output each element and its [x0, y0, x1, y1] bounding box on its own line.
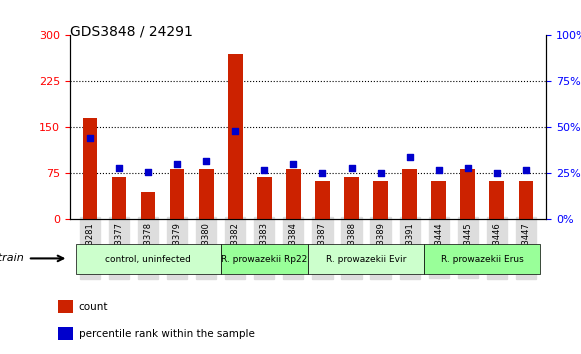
FancyBboxPatch shape: [308, 244, 424, 274]
FancyBboxPatch shape: [424, 244, 540, 274]
Bar: [344, 177, 359, 219]
Point: [289, 161, 298, 167]
Point: [376, 171, 385, 176]
Bar: [58, 327, 74, 340]
Point: [521, 167, 530, 173]
FancyBboxPatch shape: [76, 244, 221, 274]
Point: [173, 161, 182, 167]
Bar: [489, 181, 504, 219]
Bar: [83, 118, 98, 219]
Point: [114, 165, 124, 171]
Point: [144, 169, 153, 175]
Bar: [141, 192, 156, 219]
Bar: [112, 177, 127, 219]
Bar: [315, 181, 330, 219]
Point: [463, 165, 472, 171]
Point: [492, 171, 501, 176]
Text: count: count: [79, 302, 108, 312]
Bar: [228, 54, 243, 219]
Point: [405, 154, 414, 160]
Bar: [519, 181, 533, 219]
Text: GDS3848 / 24291: GDS3848 / 24291: [70, 25, 192, 39]
Bar: [199, 169, 214, 219]
FancyBboxPatch shape: [221, 244, 308, 274]
Point: [260, 167, 269, 173]
Text: control, uninfected: control, uninfected: [105, 255, 191, 264]
Bar: [460, 169, 475, 219]
Point: [434, 167, 443, 173]
Point: [318, 171, 327, 176]
Bar: [170, 169, 185, 219]
Text: R. prowazekii Rp22: R. prowazekii Rp22: [221, 255, 307, 264]
Bar: [286, 169, 301, 219]
Point: [347, 165, 356, 171]
Bar: [403, 169, 417, 219]
Text: strain: strain: [0, 253, 24, 263]
Bar: [374, 181, 388, 219]
Text: R. prowazekii Erus: R. prowazekii Erus: [441, 255, 523, 264]
Text: percentile rank within the sample: percentile rank within the sample: [79, 329, 254, 339]
Bar: [431, 181, 446, 219]
Point: [202, 158, 211, 164]
Bar: [58, 300, 74, 314]
Point: [85, 136, 95, 141]
Text: R. prowazekii Evir: R. prowazekii Evir: [326, 255, 406, 264]
Point: [231, 128, 240, 134]
Bar: [257, 177, 271, 219]
